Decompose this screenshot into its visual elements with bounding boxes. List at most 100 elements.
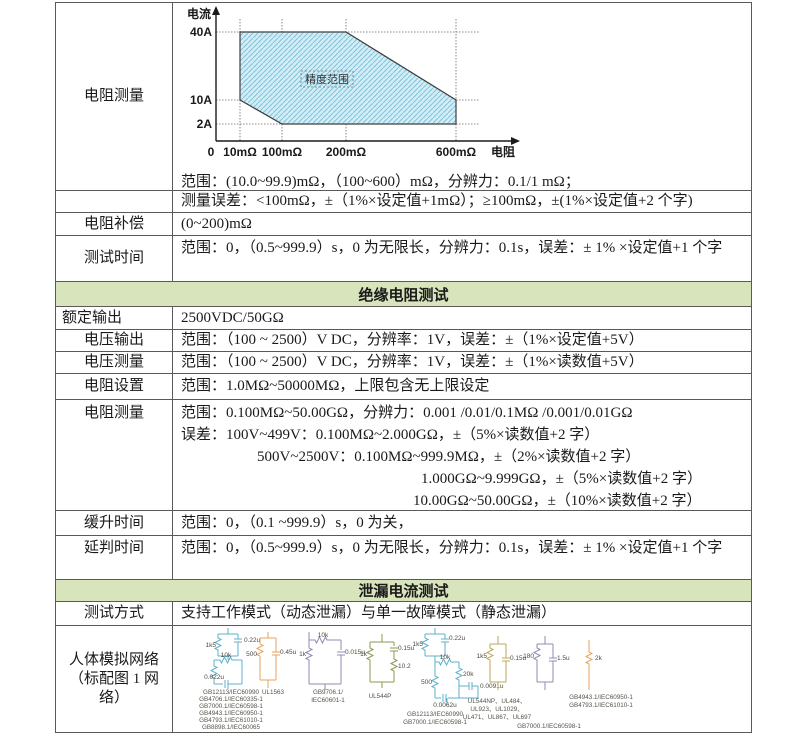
region-label: 精度范围: [305, 72, 349, 86]
circuit-gb4943-network: [533, 636, 557, 690]
standard-label: GB9706.1/: [313, 689, 343, 696]
y-axis-arrow: [212, 6, 220, 15]
ir-line1: 范围：0.100MΩ~50.00GΩ，分辨力：0.001 /0.01/0.1MΩ…: [181, 405, 633, 421]
standard-label: UL923、UL1029、: [470, 706, 523, 713]
measure-error-text: 测量误差：<100mΩ，±（1%×设定值+1mΩ）；≥100mΩ，±(1%×设定…: [181, 193, 693, 209]
region-label-box: [300, 70, 354, 88]
row-resistance-measure: 电阻测量: [56, 3, 751, 191]
row-test-time: 测试时间 范围：0，（0.5~999.9）s，0 为无限长，分辨力：0.1s，误…: [56, 236, 751, 282]
ir-line5: 10.00GΩ~50.00GΩ，±（10%×读数值+2 字）: [413, 493, 702, 509]
standard-label: UL544P: [369, 693, 392, 700]
ir-line3: 500V~2500V：0.100MΩ~999.9MΩ，±（2%×读数值+2 字）: [257, 449, 641, 465]
component-label: 10k: [221, 652, 232, 659]
row-ir-resistance-measure: 电阻测量 范围：0.100MΩ~50.00GΩ，分辨力：0.001 /0.01/…: [56, 400, 751, 511]
body-network-diagrams: 1k5 0.22u 10k 0.022u GB12113/IEC60990 GB…: [199, 628, 633, 731]
row-rated-output: 额定输出 2500VDC/50GΩ: [56, 307, 751, 330]
standard-label: GB8898.1/IEC60065: [202, 724, 261, 731]
label-text: 电压输出: [83, 332, 144, 348]
standard-label: GB4793.1/IEC61010-1: [199, 717, 263, 724]
row-label-compensation: 电阻补偿: [56, 213, 173, 235]
row-resistance-set: 电阻设置 范围：1.0MΩ~50000MΩ，上限包含无上限设定: [56, 374, 751, 400]
test-time-value: 范围：0，（0.5~999.9）s，0 为无限长，分辨力：0.1s，误差：± 1…: [181, 240, 723, 256]
standard-label: IEC60601-1: [311, 697, 345, 704]
chart-axes: [215, 13, 511, 142]
section-title-leakage: 泄漏电流测试: [56, 580, 751, 601]
y-axis-label: 电流: [187, 6, 211, 21]
row-label-body-networks: 人体模拟网络（标配图 1 网络）: [56, 626, 173, 732]
x-axis-arrow: [511, 137, 520, 145]
x-tick-200mohm: 200mΩ: [326, 145, 367, 159]
row-voltage-measure: 电压测量 范围：（100 ~ 2500）V DC，分辨率：1V，误差：±（1%×…: [56, 352, 751, 374]
standard-label: GB4943.1/IEC60950-1: [199, 710, 263, 717]
row-test-mode: 测试方式 支持工作模式（动态泄漏）与单一故障模式（静态泄漏）: [56, 602, 751, 626]
row-label-voltage-output: 电压输出: [56, 330, 173, 351]
ir-line4: 1.000GΩ~9.999GΩ，±（5%×读数值+2 字）: [421, 471, 702, 487]
row-label-delay-time: 延判时间: [56, 536, 173, 579]
standard-label: GB4943.1/IEC60950-1: [569, 694, 633, 701]
component-label: 1k5: [206, 642, 217, 649]
row-label-resistance-set: 电阻设置: [56, 374, 173, 399]
row-body-networks: 人体模拟网络（标配图 1 网络） 1k5 0.22u: [56, 626, 751, 732]
resistance-set-value: 范围：1.0MΩ~50000MΩ，上限包含无上限设定: [181, 378, 490, 394]
x-axis-label: 电阻: [491, 144, 515, 159]
row-label-ramp-time: 缓升时间: [56, 511, 173, 535]
circuit-gb9706-labels: 10k 1k 0.015u GB9706.1/ IEC60601-1: [299, 632, 365, 704]
x-tick-10mohm: 10mΩ: [223, 145, 257, 159]
circuit-gb12113-large-network: [421, 628, 479, 704]
y-tick-40a: 40A: [190, 25, 212, 39]
component-label: 0.0091u: [480, 683, 504, 690]
component-label: 1k5: [413, 641, 424, 648]
x-tick-100mohm: 100mΩ: [262, 145, 303, 159]
component-label: 1k: [360, 651, 368, 658]
row-label-test-time: 测试时间: [56, 236, 173, 281]
component-label: 1.5u: [557, 655, 570, 662]
standard-label: GB12113/IEC60990: [407, 711, 463, 718]
component-label: 0.15u: [398, 645, 415, 652]
section-insulation-resistance: 绝缘电阻测试: [56, 282, 751, 307]
circuit-gb4943-labels: 180 1.5u GB4943.1/IEC60950-1 GB4793.1/IE…: [523, 653, 633, 709]
label-text: 缓升时间: [83, 514, 144, 531]
component-label: 0.015u: [345, 649, 365, 656]
label-text: 测试方式: [83, 605, 144, 621]
accuracy-range-chart: 精度范围 电流 电阻 40A 10A 2A 0 10mΩ 100mΩ: [187, 6, 520, 159]
body-networks-cell: 1k5 0.22u 10k 0.022u GB12113/IEC60990 GB…: [173, 626, 753, 732]
label-text: 额定输出: [62, 309, 123, 326]
y-tick-2a: 2A: [197, 117, 213, 131]
component-label: 180: [523, 653, 534, 660]
voltage-output-value: 范围：（100 ~ 2500）V DC，分辨率：1V，误差：±（1%×设定值+5…: [181, 332, 644, 348]
compensation-value: (0~200)mΩ: [181, 215, 252, 232]
label-text: 电阻测量: [83, 405, 144, 421]
accuracy-region-polygon: [239, 31, 457, 125]
ir-resistance-measure-cell: 范围：0.100MΩ~50.00GΩ，分辨力：0.001 /0.01/0.1MΩ…: [173, 400, 751, 510]
component-label: 500: [421, 679, 432, 686]
ir-line2: 误差：100V~499V：0.100MΩ~2.000GΩ，±（5%×读数值+2 …: [181, 427, 600, 443]
component-label: 20k: [463, 671, 474, 678]
label-text: 延判时间: [83, 540, 144, 556]
label-text: 电压测量: [83, 354, 144, 370]
row-label-test-mode: 测试方式: [56, 602, 173, 625]
circuit-2k-labels: 2k: [595, 655, 603, 662]
row-delay-time: 延判时间 范围：0，（0.5~999.9）s，0 为无限长，分辨力：0.1s，误…: [56, 536, 751, 580]
component-label: 1k: [299, 651, 307, 658]
row-label-ir-resistance-measure: 电阻测量: [56, 400, 173, 510]
component-label: 10k: [318, 632, 329, 639]
networks-footer-standard: GB7000.1/IEC60598-1: [517, 723, 581, 730]
ramp-time-value: 范围：0，（0.1 ~999.9）s，0 为关，: [181, 514, 413, 531]
spec-table: 电阻测量: [55, 2, 752, 733]
label-text: 测试时间: [83, 250, 144, 266]
component-label: 1k5: [477, 653, 488, 660]
row-label-rated-output: 额定输出: [56, 307, 173, 329]
circuit-ul544p-network: [366, 634, 398, 688]
test-mode-value: 支持工作模式（动态泄漏）与单一故障模式（静态泄漏）: [181, 605, 557, 621]
component-label: 0.15u: [510, 655, 527, 662]
component-label: 0.22u: [244, 637, 261, 644]
rated-output-value: 2500VDC/50GΩ: [181, 309, 284, 326]
row-ramp-time: 缓升时间 范围：0，（0.1 ~999.9）s，0 为关，: [56, 511, 751, 536]
standard-label: GB7000.1/IEC60598-1: [199, 703, 263, 710]
component-label: 0.0062u: [433, 702, 457, 709]
row-voltage-output: 电压输出 范围：（100 ~ 2500）V DC，分辨率：1V，误差：±（1%×…: [56, 330, 751, 352]
section-title-insulation: 绝缘电阻测试: [56, 282, 751, 306]
circuit-gb9706-network: [305, 632, 345, 690]
component-label: 2k: [595, 655, 603, 662]
component-label: 0.45u: [280, 649, 297, 656]
